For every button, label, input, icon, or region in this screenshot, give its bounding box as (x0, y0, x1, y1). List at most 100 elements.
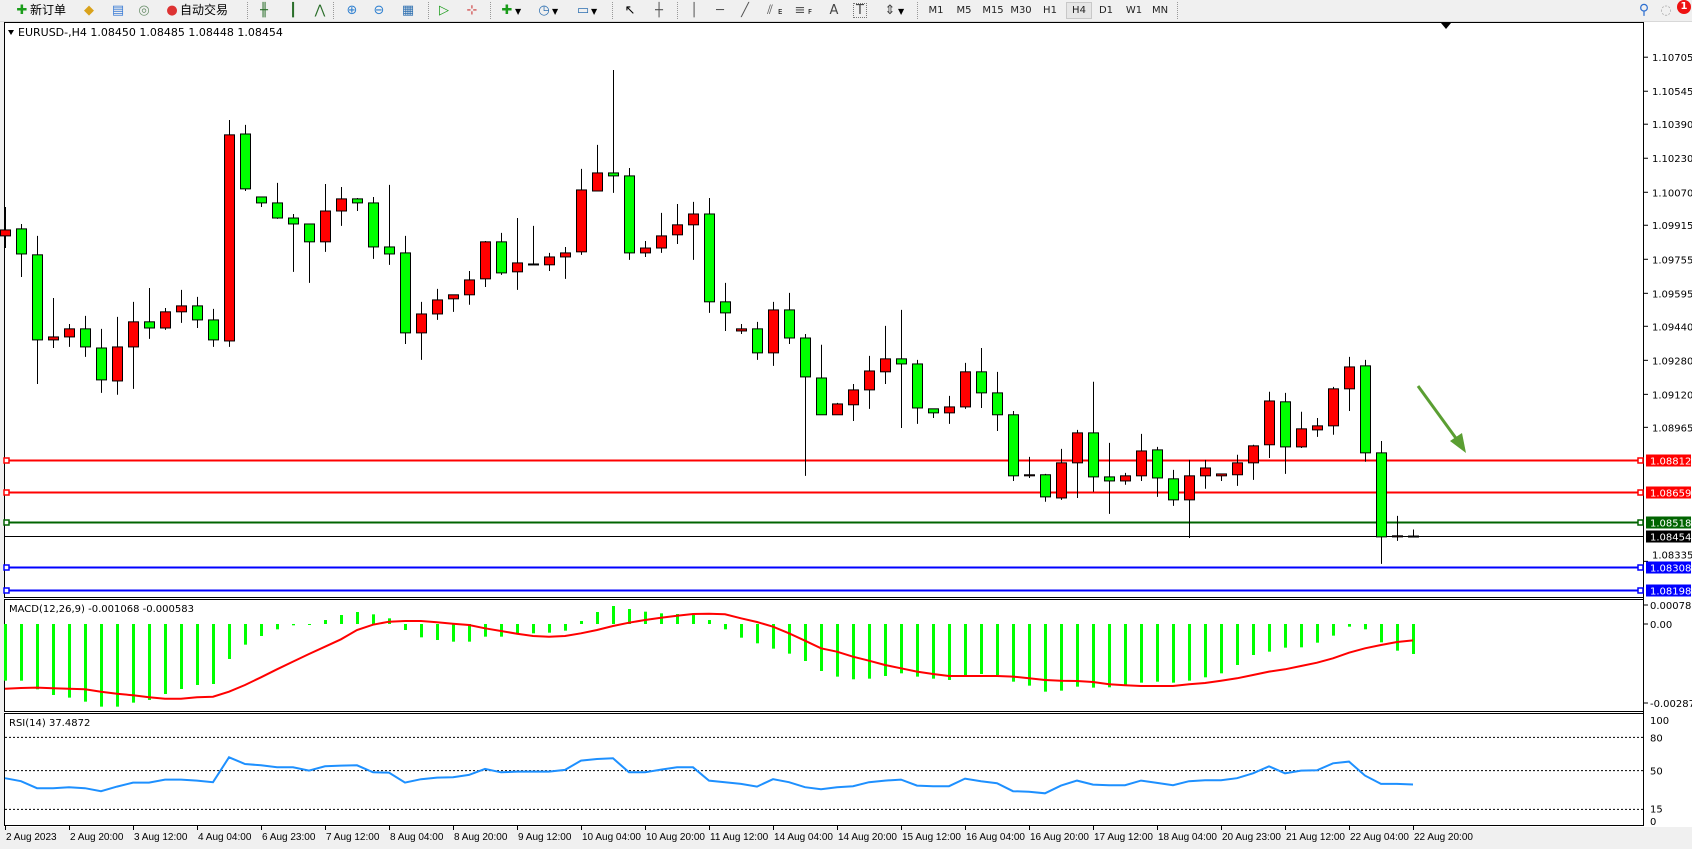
chart-shift-button[interactable]: ⊹ (464, 2, 480, 19)
timeframe-H4[interactable]: H4 (1066, 2, 1092, 19)
line-handle-left[interactable] (3, 519, 10, 526)
candle-body (672, 224, 683, 236)
candle-body (320, 210, 331, 243)
line-handle-right[interactable] (1637, 457, 1644, 464)
candle (224, 119, 235, 347)
candle (176, 289, 187, 323)
dropdown-arrow-icon: ▼ (515, 7, 522, 16)
timeframe-M5[interactable]: M5 (956, 5, 972, 16)
market-watch-button[interactable]: ▤ (110, 2, 126, 19)
cursor-button[interactable]: ↖ (622, 2, 638, 19)
fibo-f-label: F (808, 8, 813, 16)
macd-histogram-bar (644, 611, 647, 624)
auto-scroll-icon: ▷ (439, 3, 449, 18)
vertical-line-icon: │ (690, 3, 698, 18)
market-watch-icon: ▤ (111, 3, 125, 18)
candle-body (928, 408, 939, 414)
trendline-button[interactable]: ╱ (737, 2, 753, 19)
line-handle-left[interactable] (3, 457, 10, 464)
candle (400, 235, 411, 344)
chart-shift-marker-icon[interactable] (1441, 23, 1451, 29)
macd-histogram-bar (980, 624, 983, 675)
text-button[interactable]: A (826, 2, 842, 19)
macd-histogram-bar (1268, 624, 1271, 652)
macd-histogram-bar (452, 624, 455, 642)
tile-windows-icon: ▦ (401, 3, 415, 18)
crosshair-icon: ┼ (655, 3, 663, 18)
down-arrow-annotation[interactable] (1416, 385, 1466, 453)
timeframe-H1[interactable]: H1 (1043, 5, 1057, 16)
line-handle-left[interactable] (3, 587, 10, 594)
macd-histogram-bar (628, 609, 631, 624)
price-tick-label: 1.09915 (1652, 221, 1692, 232)
candle-body (1280, 401, 1291, 448)
auto-scroll-button[interactable]: ▷ (436, 2, 452, 19)
candle-body (0, 229, 11, 237)
candlestick-chart-button[interactable]: ┃ (285, 2, 301, 19)
macd-histogram-bar (564, 624, 567, 631)
price-tick-label: 1.09595 (1652, 289, 1692, 300)
candle (864, 355, 875, 409)
line-chart-icon: ⋀ (314, 3, 326, 18)
macd-histogram-bar (1396, 624, 1399, 651)
templates-dropdown[interactable]: ▭ ▼ (575, 2, 597, 19)
line-handle-right[interactable] (1637, 564, 1644, 571)
line-handle-left[interactable] (3, 564, 10, 571)
candle (448, 294, 459, 312)
line-handle-right[interactable] (1637, 489, 1644, 496)
candle-body (832, 403, 843, 416)
macd-histogram-bar (196, 624, 199, 685)
vertical-line-button[interactable]: │ (686, 2, 702, 19)
bar-chart-button[interactable]: ╫ (256, 2, 272, 19)
line-chart-button[interactable]: ⋀ (312, 2, 328, 19)
timeframe-W1[interactable]: W1 (1125, 5, 1143, 16)
line-handle-right[interactable] (1637, 519, 1644, 526)
timeframe-M1[interactable]: M1 (928, 5, 944, 16)
candle (1328, 386, 1339, 435)
search-button[interactable]: ⚲ (1636, 2, 1652, 19)
trendline-icon: ╱ (741, 3, 749, 18)
indicators-dropdown[interactable]: ✚ ▼ (499, 2, 522, 19)
fibonacci-e-button[interactable]: ⫽ E (762, 2, 782, 19)
timeframe-D1[interactable]: D1 (1098, 5, 1114, 16)
tile-windows-button[interactable]: ▦ (400, 2, 416, 19)
crosshair-button[interactable]: ┼ (651, 2, 667, 19)
fibonacci-f-button[interactable]: ≡ F (792, 2, 812, 19)
arrow-head-icon (1450, 433, 1466, 453)
signals-button[interactable]: ◎ (136, 2, 152, 19)
candle (1296, 411, 1307, 448)
text-label-button[interactable]: T (853, 2, 867, 19)
candle-body (704, 213, 715, 303)
new-order-label: 新订单 (30, 3, 67, 17)
symbol-menu-triangle-icon[interactable] (8, 30, 14, 35)
candle-body (800, 337, 811, 378)
zoom-in-button[interactable]: ⊕ (344, 2, 360, 19)
new-order-button[interactable]: ✚ 新订单 (14, 2, 66, 19)
candle (1024, 456, 1035, 478)
candle-body (912, 363, 923, 409)
candle-body (176, 305, 187, 313)
candle (576, 168, 587, 255)
macd-signal-line (4, 612, 1414, 700)
horizontal-line-button[interactable]: ─ (712, 2, 728, 19)
auto-trading-button[interactable]: ● 自动交易 (164, 2, 228, 19)
timeframe-MN[interactable]: MN (1151, 5, 1169, 16)
timeframe-M15[interactable]: M15 (982, 5, 1004, 16)
arrows-dropdown[interactable]: ⇕ ▼ (882, 2, 905, 19)
candle (784, 292, 795, 344)
timeframe-M30[interactable]: M30 (1010, 5, 1032, 16)
gold-button[interactable]: ◆ (81, 2, 97, 19)
macd-histogram-bar (996, 624, 999, 675)
line-handle-left[interactable] (3, 489, 10, 496)
search-icon: ⚲ (1638, 2, 1650, 18)
candle-body (720, 301, 731, 314)
candle (976, 347, 987, 408)
candle-body (384, 246, 395, 255)
periods-dropdown[interactable]: ◷ ▼ (536, 2, 558, 19)
zoom-out-button[interactable]: ⊖ (371, 2, 387, 19)
line-handle-right[interactable] (1637, 587, 1644, 594)
candle (256, 196, 267, 207)
notifications-button[interactable]: ◌ (1658, 2, 1674, 19)
